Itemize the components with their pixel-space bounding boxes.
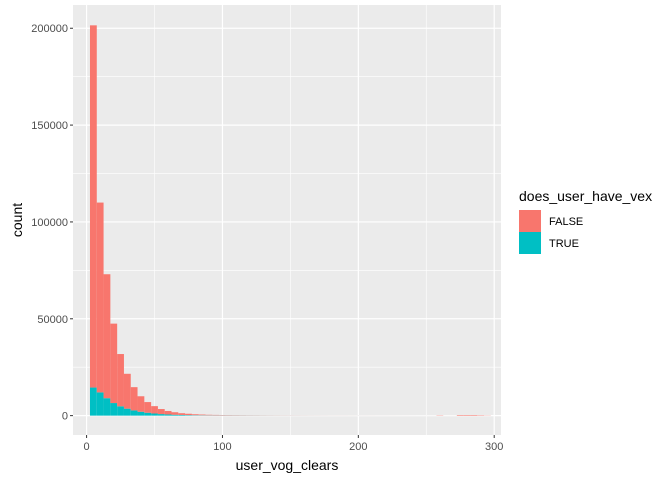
bar-true: [137, 411, 145, 416]
bar-true: [130, 410, 138, 416]
x-tick-label: 300: [485, 441, 503, 453]
legend-label-true: TRUE: [549, 238, 579, 250]
x-tick-label: 100: [213, 441, 231, 453]
legend-label-false: FALSE: [549, 216, 583, 228]
bar-false: [463, 415, 471, 416]
bar-true: [151, 413, 158, 416]
bar-false: [123, 373, 131, 409]
bar-false: [151, 406, 158, 414]
y-axis: 0 50000 100000 150000 200000: [31, 23, 73, 423]
bar-false: [96, 202, 104, 393]
y-tick-label: 100000: [31, 217, 68, 229]
legend-key-false: [519, 210, 541, 232]
y-tick-label: 50000: [37, 314, 68, 326]
bar-false: [456, 415, 464, 416]
bar-false: [185, 413, 192, 416]
bar-true: [157, 414, 165, 416]
y-axis-title: count: [9, 203, 25, 237]
grid-major: [73, 5, 501, 435]
bar-false: [89, 25, 97, 388]
bar-false: [191, 414, 199, 416]
bar-true: [117, 406, 124, 416]
bar-true: [164, 414, 172, 416]
bar-false: [157, 409, 165, 415]
bars-group: [89, 25, 491, 416]
x-tick-label: 0: [84, 441, 90, 453]
y-tick-label: 200000: [31, 23, 68, 35]
y-tick-label: 150000: [31, 120, 68, 132]
legend: does_user_have_vex FALSE TRUE: [519, 188, 652, 254]
bar-true: [185, 415, 192, 416]
bar-true: [89, 387, 97, 416]
bar-false: [137, 396, 145, 412]
x-axis-title: user_vog_clears: [236, 457, 339, 473]
bar-false: [470, 415, 478, 416]
bar-true: [123, 408, 131, 416]
x-tick-label: 200: [349, 441, 367, 453]
bar-true: [171, 414, 179, 416]
bar-false: [144, 402, 152, 413]
bar-true: [144, 412, 152, 416]
bar-true: [110, 403, 118, 416]
bar-true: [178, 414, 186, 416]
bar-false: [205, 414, 213, 416]
bar-false: [198, 414, 206, 416]
bar-false: [110, 323, 118, 404]
x-axis: 0 100 200 300: [84, 435, 503, 453]
legend-title: does_user_have_vex: [519, 188, 652, 204]
legend-key-true: [519, 232, 541, 254]
bar-false: [171, 412, 179, 415]
y-tick-label: 0: [62, 411, 68, 423]
bar-true: [96, 392, 104, 416]
bar-false: [164, 410, 172, 415]
plot-panel: [73, 5, 501, 435]
bar-true: [103, 398, 111, 416]
bar-false: [103, 274, 111, 399]
bar-false: [117, 354, 124, 407]
bar-false: [178, 413, 186, 415]
grid-minor: [73, 5, 501, 435]
bar-false: [130, 387, 138, 411]
